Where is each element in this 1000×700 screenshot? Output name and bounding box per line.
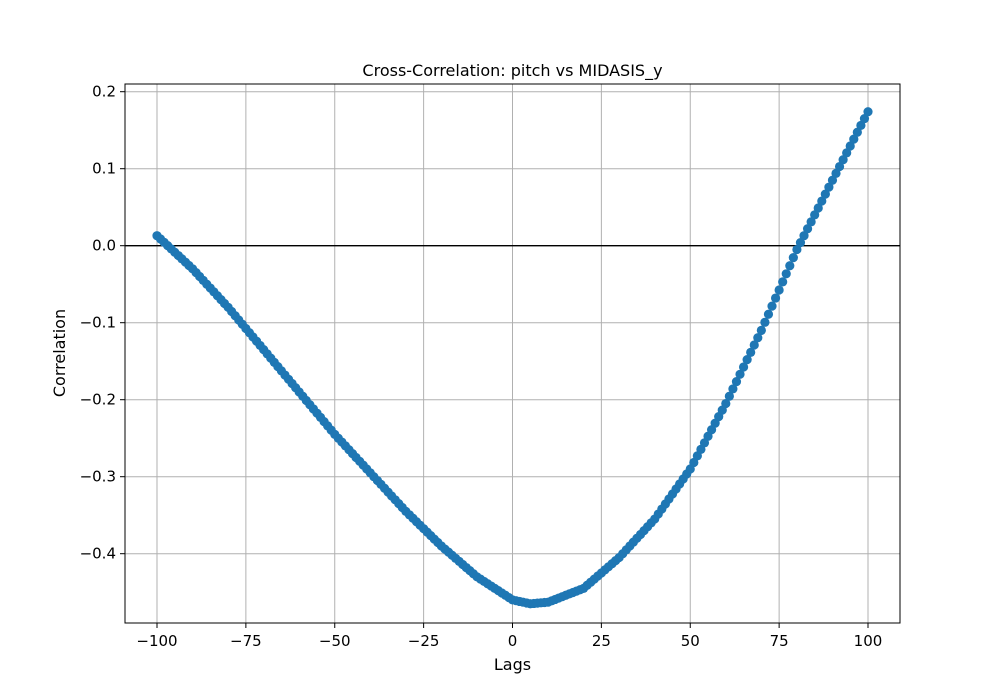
data-point (817, 196, 827, 206)
x-tick-label: 100 (854, 632, 883, 650)
y-tick-label: 0.0 (92, 237, 116, 255)
data-point (749, 340, 759, 350)
data-point (738, 362, 749, 372)
y-tick-label: −0.4 (80, 545, 116, 563)
data-point (788, 253, 798, 263)
chart-title: Cross-Correlation: pitch vs MIDASIS_y (362, 61, 662, 81)
data-point (810, 210, 820, 220)
data-point (852, 127, 862, 137)
data-point (834, 161, 845, 172)
data-point (842, 148, 852, 158)
data-point (824, 182, 834, 192)
data-point (778, 277, 788, 287)
data-point (756, 325, 766, 335)
data-points (152, 107, 873, 609)
data-point (863, 107, 873, 117)
x-tick-label: 25 (592, 632, 611, 650)
data-point (795, 238, 806, 248)
data-point (763, 309, 774, 319)
grid-lines (125, 84, 900, 623)
x-tick-label: −100 (136, 632, 177, 650)
y-axis-ticks: −0.4 −0.3 −0.2 −0.1 0.0 0.1 0.2 (80, 83, 125, 563)
data-point (735, 369, 745, 379)
data-point (849, 134, 859, 144)
x-tick-label: 0 (508, 632, 518, 650)
data-point (799, 231, 809, 241)
x-tick-label: −25 (408, 632, 440, 650)
data-point (820, 189, 830, 199)
y-tick-label: 0.1 (92, 160, 116, 178)
y-axis-label: Correlation (50, 309, 69, 397)
data-point (724, 391, 734, 401)
data-point (731, 377, 742, 387)
data-point (802, 224, 813, 234)
data-point (774, 285, 784, 295)
x-tick-label: 50 (681, 632, 700, 650)
data-point (721, 398, 731, 409)
y-tick-label: −0.1 (80, 314, 116, 332)
y-tick-label: 0.2 (92, 83, 116, 101)
data-point (760, 317, 770, 327)
data-point (859, 113, 870, 124)
data-point (827, 175, 838, 185)
data-point (831, 168, 841, 178)
x-tick-label: −50 (319, 632, 351, 650)
data-point (792, 244, 802, 255)
y-tick-label: −0.2 (80, 391, 116, 409)
data-point (806, 217, 816, 227)
data-point (785, 261, 795, 271)
data-point (742, 355, 752, 365)
data-point (728, 384, 738, 394)
x-tick-label: −75 (230, 632, 262, 650)
data-point (813, 203, 823, 213)
y-tick-label: −0.3 (80, 468, 116, 486)
x-axis-label: Lags (494, 655, 531, 674)
x-tick-label: 75 (770, 632, 789, 650)
x-axis-ticks: −100 −75 −50 −25 0 25 50 75 100 (136, 623, 882, 650)
data-point (845, 141, 855, 151)
data-point (838, 155, 848, 165)
data-point (856, 120, 866, 131)
data-point (770, 293, 781, 303)
data-point (781, 269, 791, 279)
data-point (767, 301, 777, 311)
data-point (746, 347, 756, 357)
data-point (753, 333, 763, 343)
